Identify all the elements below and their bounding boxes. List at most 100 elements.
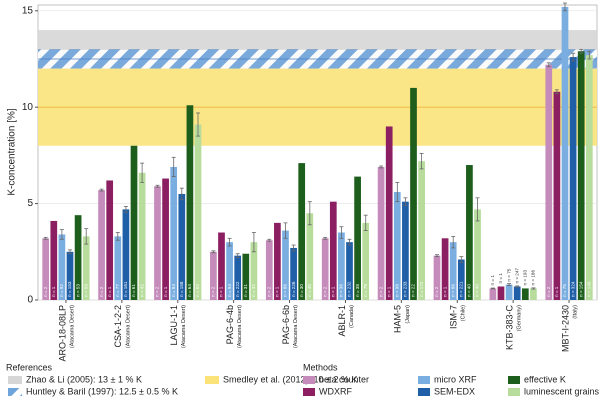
legend-label: SEM-EDX [434, 386, 475, 396]
bar [226, 242, 233, 300]
n-label: n = 226 [291, 281, 296, 297]
n-label: n = 2 [546, 286, 551, 297]
legend-swatch [303, 376, 315, 384]
bar [354, 176, 361, 300]
n-label: n = 92 [59, 284, 64, 297]
n-label: n = 40 [475, 284, 480, 297]
n-label: n = 2 [322, 286, 327, 297]
bar [505, 284, 513, 300]
n-label: n = 22 [411, 284, 416, 297]
legend-swatch [8, 376, 22, 384]
x-tick-label: MBT-I-2430 [560, 305, 570, 352]
n-label: n = 2 [267, 286, 272, 297]
legend-label: effective K [524, 374, 566, 384]
x-tick-sublabel: (Canada) [349, 305, 355, 328]
bar [298, 163, 306, 300]
n-label: n = 149 [587, 281, 592, 297]
n-label: n = 247 [514, 268, 519, 284]
bar [130, 145, 138, 300]
bar [441, 238, 449, 300]
bar [106, 180, 114, 300]
bar [569, 57, 577, 300]
n-label: n = 222 [235, 281, 240, 297]
x-tick-label: ISM-7 [449, 305, 459, 329]
n-label: n = 193 [523, 270, 528, 286]
bar [346, 242, 353, 300]
x-tick-sublabel: (Japan) [405, 305, 411, 324]
bar [194, 124, 202, 300]
n-label: n = 1 [554, 286, 559, 297]
bar [98, 190, 105, 300]
n-label: n = 38 [355, 284, 360, 297]
n-label: n = 77 [115, 284, 120, 297]
bar [449, 242, 457, 300]
n-label: n = 2 [211, 286, 216, 297]
x-tick-label: ABLR-1 [337, 305, 347, 337]
n-label: n = 86 [283, 284, 288, 297]
n-label: n = 324 [570, 281, 575, 297]
bar [162, 178, 169, 300]
bar [186, 105, 194, 300]
bar [242, 253, 250, 300]
n-label: n = 2 [43, 286, 48, 297]
bar [210, 251, 217, 300]
bar [410, 87, 417, 300]
n-label: n = 221 [459, 281, 464, 297]
n-label: n = 61 [131, 284, 136, 297]
x-tick-sublabel: (Atacama Desert) [125, 305, 131, 348]
legend-label: Smedley et al. (2012): 10 ± 2 % K [223, 374, 358, 384]
n-label: n = 94 [227, 284, 232, 297]
bar [170, 166, 178, 300]
bar [74, 215, 82, 300]
bar [377, 166, 385, 300]
n-label: n = 98 [395, 284, 400, 297]
bar [58, 234, 66, 300]
n-label: n = 1 [498, 273, 503, 284]
x-tick-sublabel: (Atacama Desert) [237, 305, 243, 348]
bar [234, 255, 242, 300]
legend-swatch [205, 376, 219, 384]
x-tick-sublabel: (Atacama Desert) [293, 305, 299, 348]
n-label: n = 42 [139, 284, 144, 297]
bar [418, 161, 425, 300]
bar [385, 126, 393, 301]
n-label: n = 45 [307, 284, 312, 297]
legend-label: WDXRF [319, 386, 352, 396]
n-label: n = 153 [67, 281, 72, 297]
bar [114, 236, 122, 300]
bar [306, 213, 314, 300]
n-label: n = 32 [251, 284, 256, 297]
legend-swatch [303, 388, 315, 396]
legend-swatch [418, 376, 430, 384]
n-label: n = 30 [299, 284, 304, 297]
n-label: n = 1 [442, 286, 447, 297]
x-tick-label: LAGU-1-1 [169, 305, 179, 346]
n-label: n = 84 [171, 284, 176, 297]
x-tick-sublabel: (Italy) [573, 305, 579, 319]
bar [489, 288, 497, 300]
bar [265, 240, 273, 300]
bar [42, 238, 50, 300]
n-label: n = 36 [339, 284, 344, 297]
legend-label: Zhao & Li (2005): 13 ± 1 % K [26, 374, 142, 384]
n-label: n = 53 [75, 284, 80, 297]
n-label: n = 154 [578, 281, 583, 297]
x-tick-label: ARO-18-08LP [57, 305, 67, 362]
bar [362, 222, 370, 300]
bar [530, 288, 537, 300]
n-label: n = 1 [386, 286, 391, 297]
x-tick-label: KTB-383-C [505, 305, 515, 351]
n-label: n = 62 [195, 284, 200, 297]
n-label: n = 1 [163, 286, 168, 297]
x-tick-sublabel: (Chile) [461, 305, 467, 321]
n-label: n = 75 [562, 284, 567, 297]
bar [122, 209, 130, 300]
n-label: n = 1 [275, 286, 280, 297]
n-label: n = 2 [155, 286, 160, 297]
bar [154, 186, 161, 300]
bar [474, 209, 481, 300]
x-tick-label: HAM-5 [393, 305, 403, 333]
legend-label: beta counter [319, 374, 369, 384]
n-label: n = 158 [179, 281, 184, 297]
legend-label: Huntley & Baril (1997): 12.5 ± 0.5 % K [26, 386, 178, 396]
